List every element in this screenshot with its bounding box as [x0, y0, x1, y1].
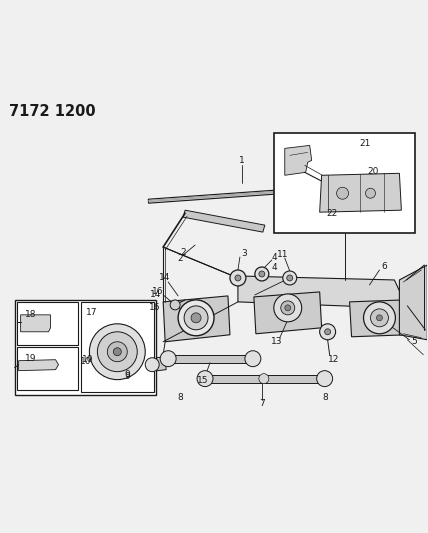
- Polygon shape: [320, 173, 401, 212]
- Text: 5: 5: [411, 337, 417, 346]
- Text: 10: 10: [80, 357, 91, 366]
- Text: 22: 22: [326, 209, 337, 217]
- Text: 17: 17: [86, 308, 98, 317]
- Ellipse shape: [197, 370, 213, 386]
- Text: 16: 16: [149, 303, 161, 312]
- Text: 2: 2: [177, 254, 183, 263]
- Ellipse shape: [259, 271, 265, 277]
- Text: 14: 14: [158, 273, 170, 282]
- Ellipse shape: [113, 348, 121, 356]
- Bar: [274, 133, 415, 233]
- Ellipse shape: [371, 309, 389, 327]
- Polygon shape: [21, 315, 51, 332]
- Text: 4: 4: [272, 253, 278, 262]
- Ellipse shape: [98, 344, 114, 360]
- Ellipse shape: [336, 187, 348, 199]
- Bar: [17, 347, 78, 390]
- Bar: [81, 302, 154, 392]
- Ellipse shape: [287, 275, 293, 281]
- Bar: [15, 300, 156, 394]
- Text: 4: 4: [272, 263, 278, 272]
- Ellipse shape: [377, 315, 383, 321]
- Text: 13: 13: [271, 337, 282, 346]
- Text: 20: 20: [368, 167, 379, 176]
- Text: 10: 10: [82, 355, 93, 364]
- Polygon shape: [163, 355, 258, 362]
- Polygon shape: [238, 276, 406, 308]
- Text: 9: 9: [125, 372, 130, 381]
- Ellipse shape: [255, 267, 269, 281]
- Ellipse shape: [103, 349, 109, 355]
- Polygon shape: [19, 360, 59, 370]
- Text: 14: 14: [149, 290, 161, 300]
- Text: 1: 1: [239, 156, 245, 165]
- Ellipse shape: [320, 324, 336, 340]
- Ellipse shape: [178, 300, 214, 336]
- Text: 21: 21: [360, 139, 371, 148]
- Text: 7: 7: [259, 399, 265, 408]
- Ellipse shape: [363, 302, 395, 334]
- Text: 15: 15: [197, 376, 209, 385]
- Ellipse shape: [170, 300, 180, 310]
- Text: 8: 8: [177, 393, 183, 402]
- Text: 3: 3: [241, 248, 247, 257]
- Ellipse shape: [145, 358, 159, 372]
- Ellipse shape: [89, 324, 145, 379]
- Ellipse shape: [98, 332, 137, 372]
- Text: 19: 19: [25, 354, 36, 363]
- Ellipse shape: [184, 306, 208, 330]
- Polygon shape: [350, 300, 407, 337]
- Text: 2: 2: [180, 247, 186, 256]
- Polygon shape: [399, 265, 427, 340]
- Ellipse shape: [281, 301, 295, 315]
- Polygon shape: [254, 292, 322, 334]
- Ellipse shape: [235, 275, 241, 281]
- Ellipse shape: [230, 270, 246, 286]
- Polygon shape: [140, 357, 166, 373]
- Ellipse shape: [285, 305, 291, 311]
- Text: 11: 11: [277, 249, 288, 259]
- Polygon shape: [148, 186, 330, 203]
- Polygon shape: [285, 146, 312, 175]
- Text: 8: 8: [323, 393, 329, 402]
- Text: 9: 9: [125, 370, 130, 379]
- Ellipse shape: [245, 351, 261, 367]
- Ellipse shape: [160, 351, 176, 367]
- Text: 12: 12: [328, 355, 339, 364]
- Ellipse shape: [107, 342, 127, 362]
- Text: 16: 16: [152, 287, 164, 296]
- Bar: [17, 302, 78, 345]
- Ellipse shape: [191, 313, 201, 323]
- Ellipse shape: [259, 374, 269, 384]
- Polygon shape: [200, 375, 330, 383]
- Ellipse shape: [274, 294, 302, 322]
- Ellipse shape: [283, 271, 297, 285]
- Polygon shape: [149, 187, 330, 201]
- Ellipse shape: [325, 329, 330, 335]
- Polygon shape: [163, 296, 230, 342]
- Ellipse shape: [317, 370, 333, 386]
- Text: 6: 6: [382, 262, 387, 271]
- Ellipse shape: [366, 188, 375, 198]
- Text: 7172 1200: 7172 1200: [9, 103, 95, 118]
- Polygon shape: [183, 210, 265, 232]
- Text: 18: 18: [25, 310, 36, 319]
